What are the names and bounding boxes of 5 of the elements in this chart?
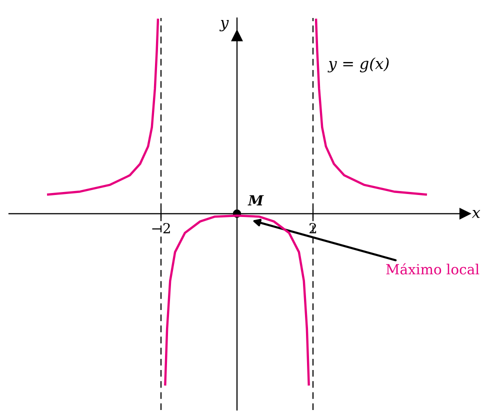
annotation: y = g(x) [328, 57, 389, 72]
annotation: M [248, 195, 264, 206]
x-axis-title: x [472, 210, 480, 218]
y-axis-title: y [219, 20, 229, 32]
annotation: Máximo local [386, 263, 480, 274]
